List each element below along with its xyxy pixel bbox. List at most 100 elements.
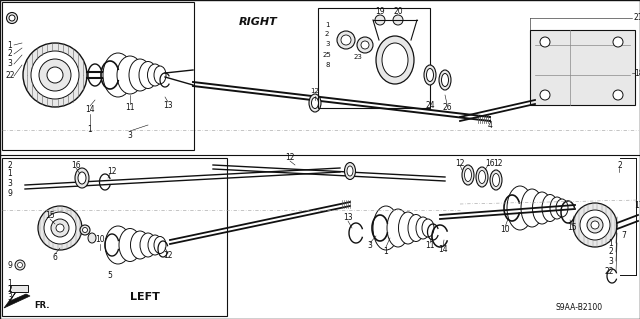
- Text: 3: 3: [367, 241, 372, 250]
- Text: 2: 2: [7, 49, 12, 58]
- Ellipse shape: [119, 228, 141, 262]
- Text: 1: 1: [325, 22, 330, 28]
- Ellipse shape: [117, 56, 143, 94]
- Text: 13: 13: [343, 213, 353, 222]
- Text: FR.: FR.: [34, 300, 49, 309]
- Ellipse shape: [426, 69, 433, 81]
- Ellipse shape: [131, 231, 150, 259]
- Ellipse shape: [439, 70, 451, 90]
- Bar: [530, 30, 635, 105]
- Text: RIGHT: RIGHT: [239, 17, 277, 27]
- Ellipse shape: [139, 62, 157, 88]
- Ellipse shape: [532, 192, 552, 224]
- Text: 10: 10: [500, 226, 510, 234]
- Text: 24: 24: [425, 100, 435, 109]
- Text: 22: 22: [604, 268, 614, 277]
- Text: 23: 23: [353, 54, 362, 60]
- Circle shape: [15, 260, 25, 270]
- Text: 14: 14: [438, 246, 448, 255]
- Text: 2: 2: [617, 160, 621, 169]
- Circle shape: [357, 37, 373, 53]
- Ellipse shape: [442, 73, 449, 86]
- Bar: [318, 8, 430, 108]
- Text: 2: 2: [7, 286, 12, 294]
- Ellipse shape: [422, 219, 434, 237]
- Text: 3: 3: [127, 130, 132, 139]
- Text: 15: 15: [567, 224, 577, 233]
- Circle shape: [51, 219, 69, 237]
- Text: 13: 13: [163, 101, 173, 110]
- Ellipse shape: [465, 168, 472, 182]
- Text: S9AA-B2100: S9AA-B2100: [555, 302, 602, 311]
- Circle shape: [83, 227, 88, 233]
- Text: 12: 12: [310, 88, 319, 94]
- Text: 3: 3: [325, 41, 330, 47]
- Circle shape: [341, 35, 351, 45]
- Ellipse shape: [154, 66, 166, 84]
- Ellipse shape: [309, 94, 321, 112]
- Text: 21: 21: [634, 13, 640, 23]
- Text: 16: 16: [485, 159, 495, 167]
- Bar: [10, 285, 28, 292]
- Circle shape: [580, 210, 610, 240]
- Ellipse shape: [479, 170, 486, 183]
- Text: 1: 1: [609, 239, 613, 248]
- Circle shape: [23, 43, 87, 107]
- Text: 11: 11: [125, 103, 135, 113]
- Circle shape: [9, 15, 15, 21]
- Circle shape: [540, 90, 550, 100]
- Text: 18: 18: [634, 69, 640, 78]
- Polygon shape: [4, 289, 30, 308]
- Text: 9: 9: [7, 261, 12, 270]
- Text: 1: 1: [88, 125, 92, 135]
- Text: 10: 10: [95, 235, 105, 244]
- Text: 15: 15: [45, 211, 55, 219]
- Text: 1: 1: [7, 169, 12, 179]
- Text: 11: 11: [425, 241, 435, 250]
- Text: 3: 3: [7, 293, 12, 302]
- Circle shape: [375, 15, 385, 25]
- Circle shape: [56, 224, 64, 232]
- Text: 14: 14: [85, 106, 95, 115]
- Text: 5: 5: [108, 271, 113, 279]
- Bar: [2, 158, 227, 316]
- Text: 2: 2: [325, 31, 330, 37]
- Text: 1: 1: [383, 247, 388, 256]
- Ellipse shape: [78, 172, 86, 184]
- Circle shape: [573, 203, 617, 247]
- Circle shape: [38, 206, 82, 250]
- Circle shape: [39, 59, 71, 91]
- Circle shape: [540, 37, 550, 47]
- Bar: [2, 2, 194, 150]
- Ellipse shape: [105, 226, 131, 264]
- Ellipse shape: [550, 197, 564, 219]
- Ellipse shape: [521, 189, 543, 227]
- Circle shape: [47, 67, 63, 83]
- Text: 12: 12: [493, 159, 503, 167]
- Circle shape: [80, 225, 90, 235]
- Ellipse shape: [88, 233, 96, 243]
- Circle shape: [31, 51, 79, 99]
- Ellipse shape: [373, 206, 399, 250]
- Text: 19: 19: [375, 6, 385, 16]
- Circle shape: [337, 31, 355, 49]
- Ellipse shape: [408, 214, 424, 241]
- Circle shape: [591, 221, 599, 229]
- Ellipse shape: [376, 36, 414, 84]
- Text: 16: 16: [71, 160, 81, 169]
- Ellipse shape: [399, 212, 417, 244]
- Circle shape: [17, 263, 22, 268]
- Ellipse shape: [493, 174, 499, 187]
- Ellipse shape: [476, 167, 488, 187]
- Text: 22: 22: [5, 71, 15, 80]
- Text: 2: 2: [609, 248, 613, 256]
- Text: 1: 1: [7, 278, 12, 287]
- Ellipse shape: [462, 165, 474, 185]
- Text: 12: 12: [163, 251, 173, 261]
- Circle shape: [587, 217, 603, 233]
- Text: 4: 4: [488, 122, 492, 130]
- Circle shape: [393, 15, 403, 25]
- Text: 6: 6: [52, 254, 58, 263]
- Text: 9: 9: [7, 189, 12, 198]
- Text: 20: 20: [393, 6, 403, 16]
